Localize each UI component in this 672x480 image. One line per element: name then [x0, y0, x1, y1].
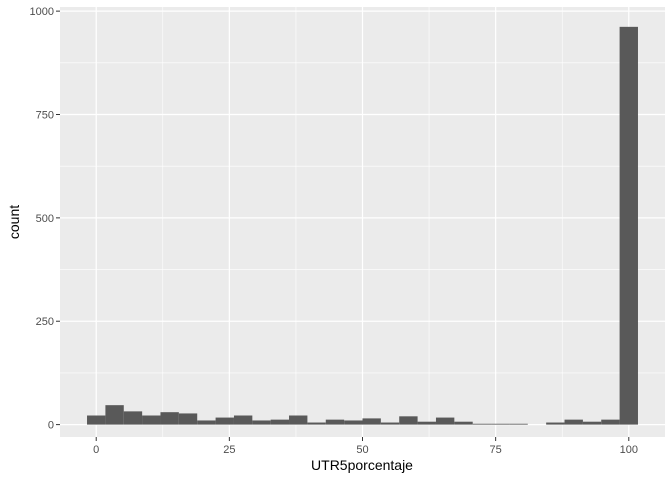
- x-axis-ticks: 0 25 50 75 100: [93, 437, 638, 456]
- histogram-bar: [105, 405, 124, 425]
- histogram-bar: [619, 26, 638, 425]
- histogram-bar: [123, 411, 143, 425]
- histogram-bar: [399, 416, 418, 425]
- histogram-bar: [362, 418, 381, 425]
- x-tick-label: 100: [620, 444, 638, 456]
- y-tick-label: 750: [36, 110, 54, 122]
- histogram-bar: [215, 417, 234, 425]
- bars-layer: [87, 26, 638, 425]
- histogram-bar: [380, 422, 400, 425]
- histogram-bar: [601, 419, 620, 425]
- histogram-bar: [435, 417, 455, 425]
- histogram-bar: [178, 413, 198, 425]
- y-axis-title: count: [6, 205, 22, 239]
- histogram-bar: [454, 421, 473, 425]
- histogram-bar: [344, 420, 363, 425]
- histogram-bar: [160, 412, 179, 425]
- histogram-bar: [197, 420, 216, 425]
- histogram-bar: [233, 415, 253, 425]
- x-tick-label: 25: [223, 444, 235, 456]
- x-tick-label: 75: [490, 444, 502, 456]
- histogram-bar: [491, 423, 510, 425]
- y-tick-label: 500: [36, 213, 54, 225]
- histogram-bar: [417, 421, 436, 425]
- x-tick-label: 50: [356, 444, 368, 456]
- y-tick-label: 1000: [30, 6, 54, 18]
- histogram-bar: [582, 421, 602, 425]
- histogram-bar: [546, 422, 565, 425]
- y-tick-label: 250: [36, 316, 54, 328]
- histogram-bar: [142, 415, 161, 425]
- x-tick-label: 0: [93, 444, 99, 456]
- x-axis-title: UTR5porcentaje: [311, 457, 413, 473]
- histogram-bar: [307, 422, 326, 425]
- histogram-bar: [509, 423, 528, 425]
- y-axis-ticks: 0 250 500 750 1000: [30, 6, 60, 432]
- y-tick-label: 0: [48, 420, 54, 432]
- histogram-bar: [472, 423, 492, 425]
- histogram-bar: [325, 419, 345, 425]
- histogram-bar: [87, 415, 106, 425]
- histogram-bar: [252, 420, 271, 425]
- histogram-bar: [270, 419, 290, 425]
- histogram-bar: [564, 419, 583, 425]
- histogram-bar: [289, 415, 308, 425]
